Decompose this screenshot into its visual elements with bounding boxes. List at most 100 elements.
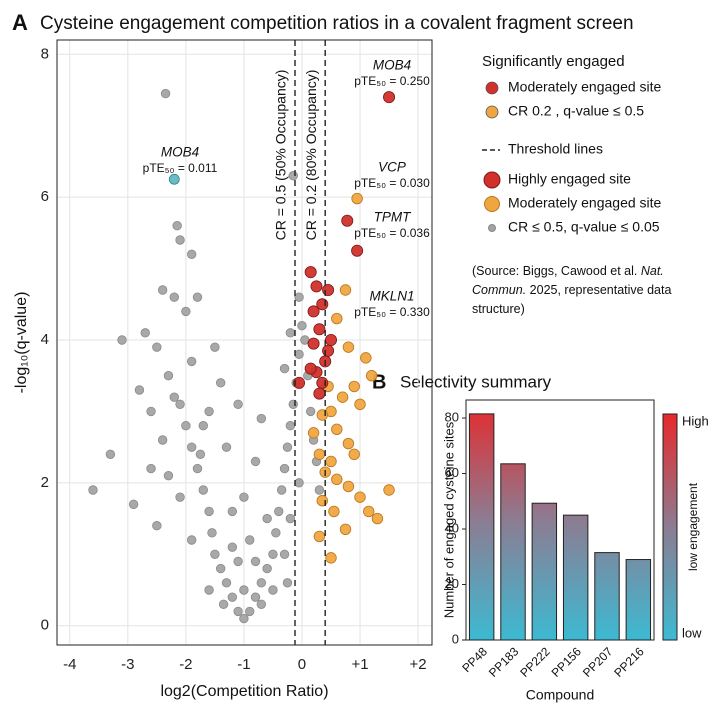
data-point: [262, 513, 272, 524]
data-point: [105, 449, 116, 459]
data-point: [331, 312, 343, 325]
data-point: [181, 306, 191, 317]
colorbar-label: High: [682, 413, 709, 428]
data-point: [324, 333, 337, 346]
data-point: [325, 455, 337, 468]
bar: [594, 552, 620, 641]
legend-swatch: [485, 105, 499, 119]
data-point: [221, 442, 232, 452]
data-point: [221, 578, 232, 588]
x-tick-label: PP183: [486, 644, 522, 680]
legend-label: CR 0.2 , q-value ≤ 0.5: [508, 103, 644, 119]
data-point: [307, 305, 320, 318]
data-point: [348, 380, 360, 393]
data-point: [285, 328, 296, 338]
y-tick-label: 0: [41, 617, 49, 634]
data-point: [233, 556, 243, 567]
data-point: [163, 471, 174, 481]
x-tick-label: -2: [179, 656, 192, 673]
data-point: [198, 485, 208, 495]
source-note: structure): [472, 302, 525, 316]
data-point: [339, 523, 352, 535]
colorbar: [662, 413, 678, 641]
data-point: [342, 341, 355, 353]
data-point: [181, 421, 191, 431]
y-tick-label: 0: [452, 631, 459, 646]
data-point: [351, 192, 363, 205]
source-text: Nat.: [641, 264, 664, 278]
data-point: [250, 456, 261, 467]
data-point: [152, 521, 162, 531]
x-tick-label: +2: [410, 656, 427, 673]
data-point: [341, 214, 354, 227]
data-point: [215, 378, 226, 388]
data-point: [282, 442, 293, 452]
data-point: [245, 606, 255, 617]
data-point: [175, 492, 185, 502]
y-tick-label: 80: [445, 409, 459, 424]
annotation-label: MKLN1: [369, 289, 414, 304]
data-point: [186, 356, 197, 367]
annotation-label: TPMT: [374, 210, 412, 225]
legend-label: Highly engaged site: [508, 171, 631, 187]
data-point: [371, 512, 384, 525]
y-tick-label: 2: [41, 474, 49, 491]
annotation-label: VCP: [378, 160, 406, 175]
data-point: [322, 344, 335, 357]
data-point: [314, 485, 325, 495]
source-text: 2025, representative data: [526, 283, 671, 297]
data-point: [250, 592, 261, 602]
colorbar-title: low engagement: [686, 482, 700, 571]
threshold-label: CR = 0.5 (50% Occupancy): [273, 70, 289, 241]
data-point: [157, 435, 168, 445]
data-point: [285, 513, 296, 524]
data-point: [279, 363, 290, 374]
data-point: [294, 349, 304, 359]
legend-swatch: [484, 196, 500, 212]
data-point: [233, 606, 243, 617]
data-point: [316, 495, 328, 507]
data-point: [268, 549, 278, 559]
data-point: [365, 370, 378, 382]
data-point: [279, 549, 290, 559]
data-point: [146, 463, 156, 474]
data-point: [297, 321, 307, 331]
data-point: [168, 173, 180, 185]
legend-label: Moderately engaged site: [508, 79, 662, 95]
source-text: structure): [472, 302, 525, 316]
x-axis-title: Compound: [526, 687, 595, 703]
panel-label: A: [12, 10, 28, 35]
data-point: [204, 506, 214, 517]
data-point: [192, 292, 203, 302]
data-point: [239, 585, 249, 595]
data-point: [293, 376, 306, 389]
y-tick-label: 8: [41, 45, 49, 62]
data-point: [316, 409, 328, 421]
data-point: [360, 352, 372, 364]
data-point: [256, 413, 267, 424]
data-point: [239, 492, 249, 502]
data-point: [336, 391, 349, 403]
data-point: [305, 406, 316, 417]
y-axis-title: -log₁₀(q-value): [13, 292, 30, 394]
data-point: [328, 505, 340, 518]
data-point: [245, 535, 255, 545]
bar: [625, 559, 652, 641]
data-point: [313, 530, 326, 543]
x-tick-label: PP156: [549, 644, 585, 680]
data-point: [117, 335, 127, 345]
data-point: [383, 91, 396, 104]
data-point: [279, 463, 290, 474]
x-tick-label: +1: [351, 656, 368, 673]
data-point: [88, 485, 98, 495]
data-point: [354, 398, 366, 410]
data-point: [218, 599, 229, 609]
data-point: [354, 491, 366, 503]
data-point: [342, 437, 355, 450]
data-point: [268, 585, 278, 595]
data-point: [276, 485, 287, 495]
data-point: [348, 448, 360, 460]
source-text: Commun.: [472, 283, 526, 297]
x-tick-label: PP216: [611, 644, 647, 680]
